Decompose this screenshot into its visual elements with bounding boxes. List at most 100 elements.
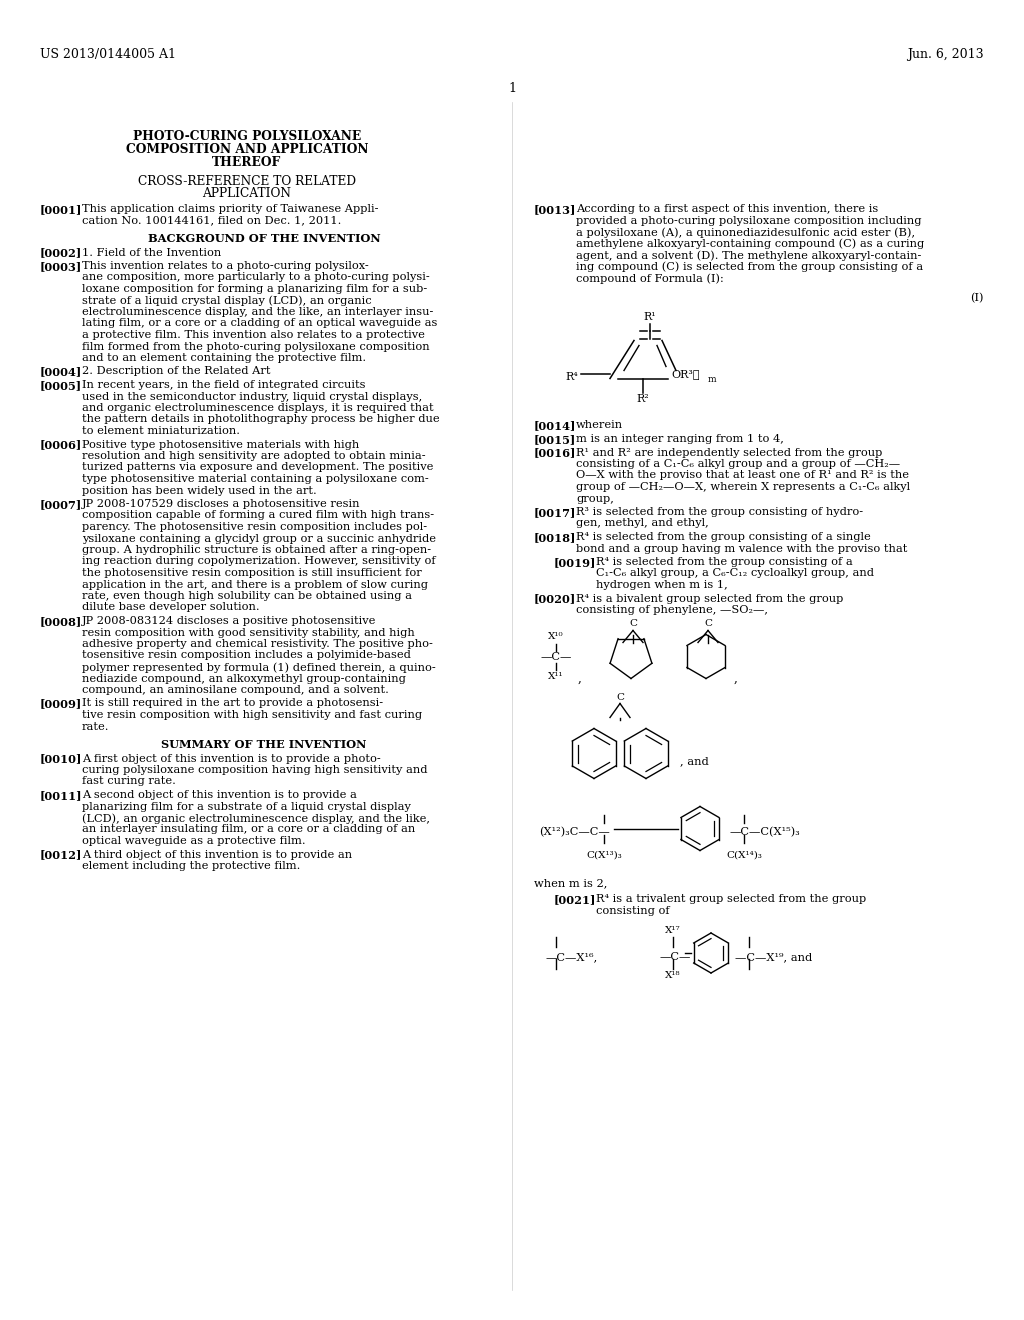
Text: a protective film. This invention also relates to a protective: a protective film. This invention also r…	[82, 330, 425, 341]
Text: [0009]: [0009]	[40, 698, 82, 710]
Text: used in the semiconductor industry, liquid crystal displays,: used in the semiconductor industry, liqu…	[82, 392, 422, 401]
Text: C: C	[705, 619, 712, 628]
Text: C(X¹³)₃: C(X¹³)₃	[586, 850, 622, 859]
Text: tive resin composition with high sensitivity and fast curing: tive resin composition with high sensiti…	[82, 710, 422, 719]
Text: fast curing rate.: fast curing rate.	[82, 776, 176, 787]
Text: [0007]: [0007]	[40, 499, 82, 510]
Text: A first object of this invention is to provide a photo-: A first object of this invention is to p…	[82, 754, 381, 763]
Text: consisting of: consisting of	[596, 906, 670, 916]
Text: hydrogen when m is 1,: hydrogen when m is 1,	[596, 579, 728, 590]
Text: —C—: —C—	[541, 652, 571, 661]
Text: —C—: —C—	[659, 952, 690, 962]
Text: ysiloxane containing a glycidyl group or a succinic anhydride: ysiloxane containing a glycidyl group or…	[82, 533, 436, 544]
Text: consisting of phenylene, —SO₂—,: consisting of phenylene, —SO₂—,	[575, 605, 768, 615]
Text: an interlayer insulating film, or a core or a cladding of an: an interlayer insulating film, or a core…	[82, 825, 416, 834]
Text: R³ is selected from the group consisting of hydro-: R³ is selected from the group consisting…	[575, 507, 863, 517]
Text: US 2013/0144005 A1: US 2013/0144005 A1	[40, 48, 176, 61]
Text: R⁴ is selected from the group consisting of a single: R⁴ is selected from the group consisting…	[575, 532, 870, 543]
Text: polymer represented by formula (1) defined therein, a quino-: polymer represented by formula (1) defin…	[82, 663, 436, 673]
Text: Jun. 6, 2013: Jun. 6, 2013	[907, 48, 984, 61]
Text: C(X¹⁴)₃: C(X¹⁴)₃	[726, 850, 762, 859]
Text: agent, and a solvent (D). The methylene alkoxyaryl-contain-: agent, and a solvent (D). The methylene …	[575, 249, 922, 260]
Text: group of —CH₂—O—X, wherein X represents a C₁-C₆ alkyl: group of —CH₂—O—X, wherein X represents …	[575, 482, 910, 492]
Text: and organic electroluminescence displays, it is required that: and organic electroluminescence displays…	[82, 403, 433, 413]
Text: resolution and high sensitivity are adopted to obtain minia-: resolution and high sensitivity are adop…	[82, 451, 426, 461]
Text: In recent years, in the field of integrated circuits: In recent years, in the field of integra…	[82, 380, 366, 389]
Text: a polysiloxane (A), a quinonediazidesulfonic acid ester (B),: a polysiloxane (A), a quinonediazidesulf…	[575, 227, 915, 238]
Text: R⁴ is selected from the group consisting of a: R⁴ is selected from the group consisting…	[596, 557, 853, 568]
Text: COMPOSITION AND APPLICATION: COMPOSITION AND APPLICATION	[126, 143, 369, 156]
Text: parency. The photosensitive resin composition includes pol-: parency. The photosensitive resin compos…	[82, 521, 427, 532]
Text: compound, an aminosilane compound, and a solvent.: compound, an aminosilane compound, and a…	[82, 685, 389, 696]
Text: , and: , and	[680, 756, 709, 767]
Text: X¹⁷: X¹⁷	[666, 927, 681, 935]
Text: provided a photo-curing polysiloxane composition including: provided a photo-curing polysiloxane com…	[575, 215, 922, 226]
Text: electroluminescence display, and the like, an interlayer insu-: electroluminescence display, and the lik…	[82, 308, 433, 317]
Text: JP 2008-107529 discloses a photosensitive resin: JP 2008-107529 discloses a photosensitiv…	[82, 499, 360, 510]
Text: R¹ and R² are independently selected from the group: R¹ and R² are independently selected fro…	[575, 447, 883, 458]
Text: [0012]: [0012]	[40, 850, 82, 861]
Text: R⁴ is a trivalent group selected from the group: R⁴ is a trivalent group selected from th…	[596, 894, 866, 904]
Text: group. A hydrophilic structure is obtained after a ring-open-: group. A hydrophilic structure is obtain…	[82, 545, 431, 554]
Text: rate, even though high solubility can be obtained using a: rate, even though high solubility can be…	[82, 591, 412, 601]
Text: X¹⁸: X¹⁸	[666, 972, 681, 979]
Text: CROSS-REFERENCE TO RELATED: CROSS-REFERENCE TO RELATED	[138, 176, 356, 187]
Text: rate.: rate.	[82, 722, 110, 731]
Text: (I): (I)	[971, 293, 984, 302]
Text: film formed from the photo-curing polysiloxane composition: film formed from the photo-curing polysi…	[82, 342, 430, 351]
Text: application in the art, and there is a problem of slow curing: application in the art, and there is a p…	[82, 579, 428, 590]
Text: and to an element containing the protective film.: and to an element containing the protect…	[82, 352, 367, 363]
Text: (LCD), an organic electroluminescence display, and the like,: (LCD), an organic electroluminescence di…	[82, 813, 430, 824]
Text: According to a first aspect of this invention, there is: According to a first aspect of this inve…	[575, 205, 879, 214]
Text: tosensitive resin composition includes a polyimide-based: tosensitive resin composition includes a…	[82, 651, 411, 660]
Text: lating film, or a core or a cladding of an optical waveguide as: lating film, or a core or a cladding of …	[82, 318, 437, 329]
Text: [0017]: [0017]	[534, 507, 577, 517]
Text: ing reaction during copolymerization. However, sensitivity of: ing reaction during copolymerization. Ho…	[82, 557, 435, 566]
Text: compound of Formula (I):: compound of Formula (I):	[575, 273, 724, 284]
Text: composition capable of forming a cured film with high trans-: composition capable of forming a cured f…	[82, 511, 434, 520]
Text: the pattern details in photolithography process be higher due: the pattern details in photolithography …	[82, 414, 439, 425]
Text: element including the protective film.: element including the protective film.	[82, 861, 300, 871]
Text: curing polysiloxane composition having high sensitivity and: curing polysiloxane composition having h…	[82, 766, 427, 775]
Text: (X¹²)₃C—C—: (X¹²)₃C—C—	[539, 828, 609, 838]
Text: [0019]: [0019]	[554, 557, 596, 568]
Text: R¹: R¹	[644, 313, 656, 322]
Text: [0021]: [0021]	[554, 894, 596, 906]
Text: —C—C(X¹⁵)₃: —C—C(X¹⁵)₃	[730, 828, 801, 838]
Text: JP 2008-083124 discloses a positive photosensitive: JP 2008-083124 discloses a positive phot…	[82, 616, 377, 626]
Text: O—X with the proviso that at least one of R¹ and R² is the: O—X with the proviso that at least one o…	[575, 470, 909, 480]
Text: [0002]: [0002]	[40, 248, 82, 259]
Text: resin composition with good sensitivity stability, and high: resin composition with good sensitivity …	[82, 627, 415, 638]
Text: [0005]: [0005]	[40, 380, 82, 391]
Text: [0011]: [0011]	[40, 789, 83, 801]
Text: [0003]: [0003]	[40, 261, 82, 272]
Text: wherein: wherein	[575, 421, 624, 430]
Text: [0014]: [0014]	[534, 421, 577, 432]
Text: ing compound (C) is selected from the group consisting of a: ing compound (C) is selected from the gr…	[575, 261, 923, 272]
Text: [0001]: [0001]	[40, 205, 82, 215]
Text: turized patterns via exposure and development. The positive: turized patterns via exposure and develo…	[82, 462, 433, 473]
Text: X¹⁰: X¹⁰	[548, 632, 564, 642]
Text: 1: 1	[508, 82, 516, 95]
Text: [0006]: [0006]	[40, 440, 82, 450]
Text: C₁-C₆ alkyl group, a C₆-C₁₂ cycloalkyl group, and: C₁-C₆ alkyl group, a C₆-C₁₂ cycloalkyl g…	[596, 569, 874, 578]
Text: cation No. 100144161, filed on Dec. 1, 2011.: cation No. 100144161, filed on Dec. 1, 2…	[82, 215, 341, 226]
Text: SUMMARY OF THE INVENTION: SUMMARY OF THE INVENTION	[162, 739, 367, 750]
Text: [0008]: [0008]	[40, 616, 82, 627]
Text: ,: ,	[734, 672, 738, 685]
Text: A third object of this invention is to provide an: A third object of this invention is to p…	[82, 850, 352, 859]
Text: [0020]: [0020]	[534, 594, 577, 605]
Text: optical waveguide as a protective film.: optical waveguide as a protective film.	[82, 836, 305, 846]
Text: [0016]: [0016]	[534, 447, 577, 458]
Text: adhesive property and chemical resistivity. The positive pho-: adhesive property and chemical resistivi…	[82, 639, 433, 649]
Text: This application claims priority of Taiwanese Appli-: This application claims priority of Taiw…	[82, 205, 379, 214]
Text: C: C	[616, 693, 624, 701]
Text: APPLICATION: APPLICATION	[203, 187, 292, 201]
Text: 2. Description of the Related Art: 2. Description of the Related Art	[82, 367, 270, 376]
Text: consisting of a C₁-C₆ alkyl group and a group of —CH₂—: consisting of a C₁-C₆ alkyl group and a …	[575, 459, 900, 469]
Text: strate of a liquid crystal display (LCD), an organic: strate of a liquid crystal display (LCD)…	[82, 296, 372, 306]
Text: [0018]: [0018]	[534, 532, 577, 543]
Text: R⁴ is a bivalent group selected from the group: R⁴ is a bivalent group selected from the…	[575, 594, 844, 603]
Text: group,: group,	[575, 494, 613, 503]
Text: C: C	[629, 619, 637, 628]
